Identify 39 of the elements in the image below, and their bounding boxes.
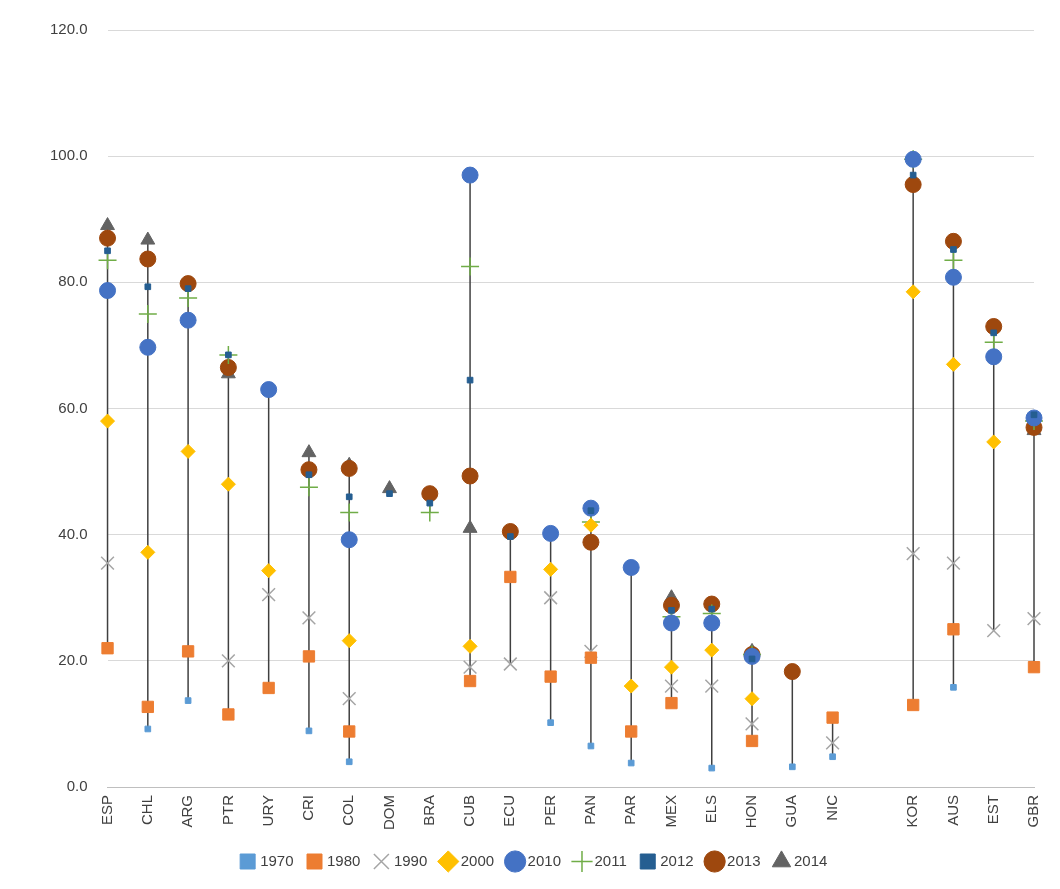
legend-label: 2014 (793, 851, 828, 869)
legend-label: 1980 (327, 851, 361, 869)
y-tick-label: 60.0 (58, 398, 88, 416)
x-tick-label: BRA (419, 795, 437, 826)
legend-label: 2011 (594, 851, 627, 869)
x-tick-label: ELS (701, 795, 719, 824)
x-tick-label: PTR (218, 794, 236, 825)
legend-label: 2012 (660, 851, 694, 869)
y-tick-label: 20.0 (58, 650, 88, 668)
x-tick-label: ECU (500, 795, 518, 827)
x-tick-label: PAR (621, 794, 639, 825)
x-tick-label: PER (540, 794, 558, 826)
x-tick-label: GUA (782, 795, 800, 828)
x-tick-label: PAN (581, 795, 599, 825)
x-tick-label: CHL (137, 795, 155, 826)
x-tick-label: ESP (97, 795, 115, 826)
y-tick-label: 40.0 (58, 524, 88, 542)
x-tick-label: MEX (661, 795, 679, 828)
x-tick-label: URY (258, 795, 276, 827)
legend-label: 1970 (260, 851, 294, 869)
legend-label: 2000 (460, 851, 495, 869)
x-tick-label: DOM (379, 795, 397, 830)
legend-label: 2013 (727, 851, 761, 869)
legend-label: 2010 (527, 851, 561, 869)
x-tick-label: AUS (943, 795, 961, 826)
legend-label: 1990 (393, 851, 428, 869)
x-tick-label: NIC (822, 794, 840, 821)
x-tick-label: CUB (460, 795, 478, 827)
x-tick-label: GBR (1024, 794, 1042, 828)
x-tick-label: ARG (178, 795, 196, 828)
x-tick-label: CRI (299, 795, 317, 821)
y-tick-label: 80.0 (58, 272, 88, 290)
x-tick-label: EST (983, 795, 1001, 825)
y-tick-label: 100.0 (49, 146, 88, 164)
x-tick-label: KOR (903, 794, 921, 828)
x-tick-label: COL (339, 795, 357, 826)
y-tick-label: 120.0 (49, 20, 88, 38)
x-tick-label: HON (742, 795, 760, 829)
y-tick-label: 0.0 (66, 777, 88, 795)
